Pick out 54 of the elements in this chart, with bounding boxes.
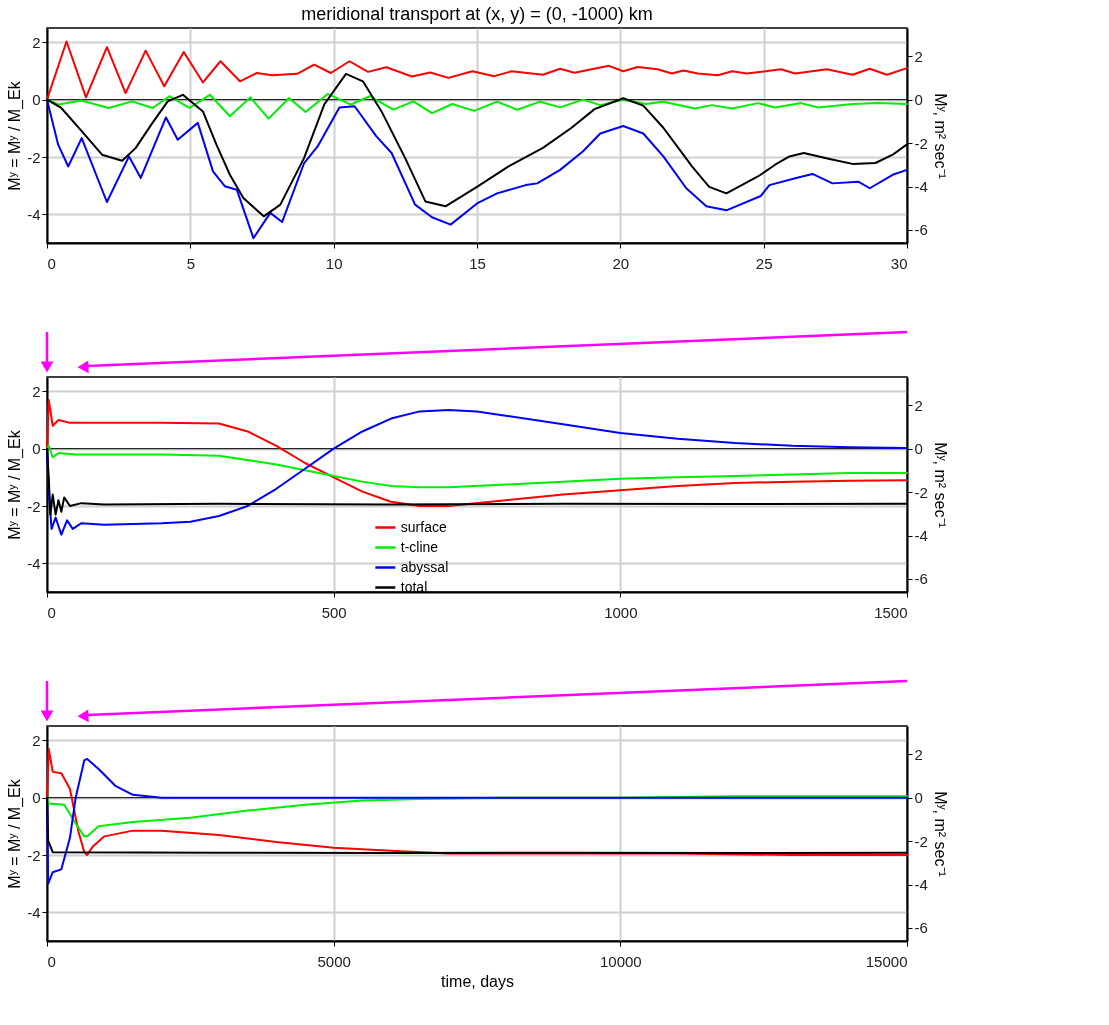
y-tick-label: 0 — [32, 440, 41, 458]
x-tick-label: 5 — [186, 254, 196, 272]
y2-axis-title: Mʸ, m² sec⁻¹ — [931, 442, 949, 528]
y-tick-label: 2 — [32, 731, 41, 749]
x-axis-title: time, days — [441, 972, 514, 990]
legend-label: surface — [400, 518, 447, 535]
y-tick-label: -2 — [27, 846, 41, 864]
y-axis-title: Mʸ = Mʸ / M_Ek — [6, 778, 25, 889]
y2-tick-label: -4 — [914, 178, 928, 196]
x-tick-label: 25 — [755, 254, 773, 272]
y2-tick-label: 0 — [914, 91, 923, 109]
y-tick-label: -4 — [27, 903, 41, 921]
x-tick-label: 0 — [47, 254, 56, 272]
y2-tick-label: -2 — [914, 832, 928, 850]
x-tick-label: 10 — [325, 254, 343, 272]
y2-tick-label: 2 — [914, 396, 923, 414]
y2-tick-label: 2 — [914, 47, 923, 65]
legend-label: abyssal — [400, 558, 449, 575]
x-tick-label: 500 — [321, 603, 347, 621]
x-tick-label: 15000 — [865, 952, 908, 970]
y2-axis-title: Mʸ, m² sec⁻¹ — [931, 93, 949, 179]
x-tick-label: 30 — [890, 254, 908, 272]
y-axis-title: Mʸ = Mʸ / M_Ek — [6, 429, 25, 540]
y2-tick-label: -6 — [914, 570, 928, 588]
legend-label: total — [400, 578, 428, 595]
y2-tick-label: 0 — [914, 789, 923, 807]
x-tick-label: 1500 — [874, 603, 908, 621]
y2-tick-label: 0 — [914, 440, 923, 458]
y2-tick-label: -6 — [914, 221, 928, 239]
y-axis-title: Mʸ = Mʸ / M_Ek — [6, 80, 25, 191]
x-tick-label: 1000 — [604, 603, 638, 621]
y-tick-label: 2 — [32, 382, 41, 400]
legend-label: t-cline — [400, 538, 439, 555]
x-tick-label: 0 — [47, 603, 56, 621]
x-tick-label: 15 — [469, 254, 486, 272]
y2-tick-label: -2 — [914, 483, 928, 501]
y2-tick-label: -4 — [914, 876, 928, 894]
y2-axis-title: Mʸ, m² sec⁻¹ — [931, 791, 949, 877]
x-tick-label: 0 — [47, 952, 56, 970]
y-tick-label: 0 — [32, 789, 41, 807]
y-tick-label: -2 — [27, 497, 41, 515]
y-tick-label: 2 — [32, 33, 41, 51]
y2-tick-label: -4 — [914, 527, 928, 545]
y-tick-label: 0 — [32, 91, 41, 109]
y2-tick-label: 2 — [914, 745, 923, 763]
y2-tick-label: -2 — [914, 134, 928, 152]
chart-title: meridional transport at (x, y) = (0, -1000) km — [301, 4, 653, 24]
x-tick-label: 20 — [612, 254, 630, 272]
y-tick-label: -4 — [27, 554, 41, 572]
y-tick-label: -4 — [27, 205, 41, 223]
x-tick-label: 10000 — [599, 952, 642, 970]
x-tick-label: 5000 — [317, 952, 351, 970]
y-tick-label: -2 — [27, 148, 41, 166]
y2-tick-label: -6 — [914, 919, 928, 937]
